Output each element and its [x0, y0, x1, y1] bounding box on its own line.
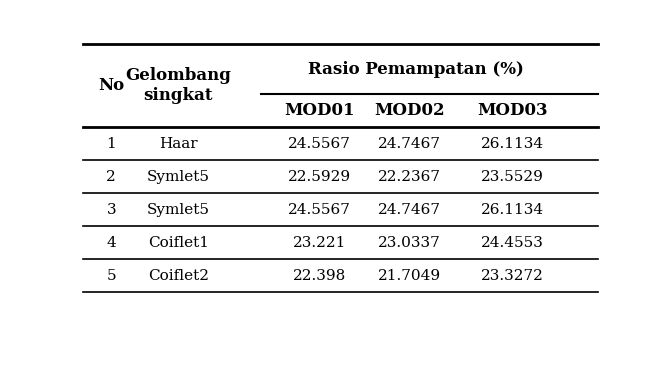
Text: Coiflet1: Coiflet1: [147, 236, 208, 250]
Text: 24.5567: 24.5567: [288, 137, 351, 151]
Text: 21.7049: 21.7049: [378, 269, 442, 283]
Text: 3: 3: [106, 203, 116, 217]
Text: Symlet5: Symlet5: [147, 169, 210, 184]
Text: 22.2367: 22.2367: [378, 169, 442, 184]
Text: 23.3272: 23.3272: [481, 269, 544, 283]
Text: 2: 2: [106, 169, 116, 184]
Text: 24.5567: 24.5567: [288, 203, 351, 217]
Text: 24.4553: 24.4553: [481, 236, 544, 250]
Text: 26.1134: 26.1134: [481, 137, 544, 151]
Text: 26.1134: 26.1134: [481, 203, 544, 217]
Text: 23.0337: 23.0337: [378, 236, 441, 250]
Text: 22.398: 22.398: [293, 269, 347, 283]
Text: 1: 1: [106, 137, 116, 151]
Text: Rasio Pemampatan (%): Rasio Pemampatan (%): [308, 61, 524, 78]
Text: 24.7467: 24.7467: [378, 203, 442, 217]
Text: MOD03: MOD03: [477, 102, 548, 119]
Text: 4: 4: [106, 236, 116, 250]
Text: Haar: Haar: [159, 137, 197, 151]
Text: Coiflet2: Coiflet2: [147, 269, 208, 283]
Text: Gelombang
singkat: Gelombang singkat: [125, 67, 231, 104]
Text: 23.5529: 23.5529: [481, 169, 544, 184]
Text: MOD01: MOD01: [284, 102, 355, 119]
Text: Symlet5: Symlet5: [147, 203, 210, 217]
Text: 24.7467: 24.7467: [378, 137, 442, 151]
Text: MOD02: MOD02: [374, 102, 445, 119]
Text: 5: 5: [106, 269, 116, 283]
Text: 23.221: 23.221: [293, 236, 347, 250]
Text: No: No: [98, 77, 124, 94]
Text: 22.5929: 22.5929: [288, 169, 351, 184]
